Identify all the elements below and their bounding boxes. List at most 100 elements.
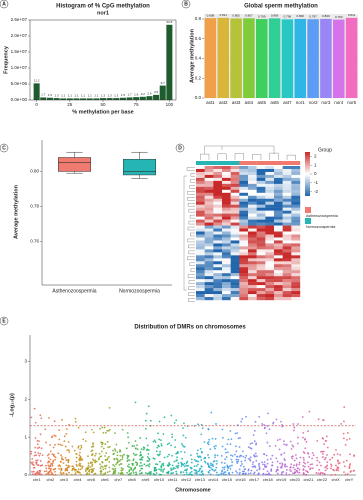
heatmap-cell <box>222 168 231 173</box>
dmr-point <box>215 460 218 462</box>
heatmap-cell <box>282 216 292 220</box>
dmr-point <box>162 433 165 435</box>
x-tick-label: ast7 <box>283 100 292 105</box>
heatmap-cell <box>196 207 205 211</box>
dmr-point <box>181 444 184 447</box>
heatmap-cell <box>282 168 292 173</box>
heatmap-cell <box>204 279 214 283</box>
dmr-point <box>234 432 237 435</box>
heatmap-cell <box>291 240 301 244</box>
dmr-point <box>221 436 224 439</box>
dmr-point <box>104 465 107 468</box>
bar-value-label: 0.800 <box>322 14 330 18</box>
dmr-point <box>34 446 37 449</box>
histogram-bar <box>139 96 146 100</box>
dmr-point <box>303 459 305 461</box>
dmr-point <box>161 463 164 466</box>
dmr-point <box>106 458 109 461</box>
heatmap-cell <box>222 252 231 256</box>
heatmap-cell <box>265 252 275 256</box>
dmr-point <box>209 448 212 450</box>
dmr-point <box>229 465 231 467</box>
dmr-point <box>45 467 48 470</box>
y-tick-label: 0.2 <box>195 75 202 80</box>
heatmap-cell <box>196 240 205 244</box>
dmr-point <box>283 452 286 454</box>
dmr-point <box>65 464 68 467</box>
dmr-point <box>290 455 293 458</box>
dmr-point <box>52 454 55 457</box>
heatmap-cell <box>213 264 223 268</box>
heatmap-cell <box>222 225 231 229</box>
dmr-point <box>58 429 61 432</box>
dmr-point <box>184 436 187 439</box>
dmr-point <box>54 456 57 459</box>
dmr-point <box>242 465 245 468</box>
heatmap-cell <box>204 225 214 229</box>
bar-value-label: 0.805 <box>232 14 240 18</box>
heatmap-cell <box>274 201 283 205</box>
heatmap-cell <box>204 282 214 286</box>
dmr-point <box>84 431 87 434</box>
heatmap-cell <box>230 189 240 193</box>
heatmap-cell <box>213 246 223 250</box>
dmr-point <box>234 453 236 456</box>
heatmap-cell <box>230 186 240 191</box>
dmr-point <box>214 469 217 471</box>
heatmap-cell <box>204 255 214 259</box>
heatmap-cell <box>282 180 292 185</box>
heatmap-cell <box>282 246 292 250</box>
dmr-point <box>57 452 60 455</box>
dmr-point <box>74 469 76 472</box>
heatmap-cell <box>256 273 266 277</box>
dmr-point <box>348 465 351 468</box>
bar <box>255 19 268 98</box>
dmr-point <box>153 470 156 472</box>
heatmap-cell <box>248 231 257 235</box>
dmr-point <box>60 469 63 472</box>
x-tick-label: nor4 <box>334 100 344 105</box>
dmr-point <box>224 473 227 476</box>
dmr-point <box>116 462 118 464</box>
dmr-point <box>114 467 117 470</box>
dmr-point <box>144 427 147 430</box>
dmr-point <box>197 423 199 426</box>
heatmap-cell <box>196 267 205 271</box>
dmr-point <box>126 465 129 468</box>
dmr-point <box>221 469 224 472</box>
heatmap-cell <box>239 201 249 205</box>
dmr-point <box>117 472 120 474</box>
dmr-point <box>47 453 50 456</box>
dmr-point <box>100 465 103 468</box>
dmr-point <box>104 467 107 470</box>
dmr-point <box>261 423 264 425</box>
heatmap-cell <box>291 228 301 232</box>
dmr-point <box>271 461 274 464</box>
dmr-point <box>185 471 188 474</box>
bar-label: 1.1 <box>94 94 99 98</box>
x-tick-label: chr13 <box>195 477 206 482</box>
dmr-point <box>176 456 178 459</box>
dmr-point <box>92 443 94 446</box>
dmr-point <box>236 462 239 465</box>
heatmap-cell <box>230 273 240 277</box>
dmr-point <box>139 465 141 467</box>
dmr-point <box>99 427 101 430</box>
dmr-point <box>67 466 70 469</box>
dmr-point <box>242 472 245 475</box>
heatmap-cell <box>230 276 240 280</box>
bar <box>204 18 217 98</box>
dmr-point <box>104 472 107 474</box>
dmr-point <box>105 452 108 455</box>
heatmap-cell <box>265 183 275 188</box>
dmr-point <box>103 426 106 429</box>
heatmap-cell <box>291 207 301 211</box>
heatmap-cell <box>196 204 205 208</box>
x-tick-label: chrX <box>332 477 341 482</box>
histogram-bar <box>93 98 100 100</box>
heatmap-cell <box>274 261 283 265</box>
heatmap-cell <box>222 240 231 244</box>
heatmap-cell <box>213 282 223 286</box>
dmr-point <box>295 463 298 466</box>
heatmap-cell <box>291 258 301 262</box>
